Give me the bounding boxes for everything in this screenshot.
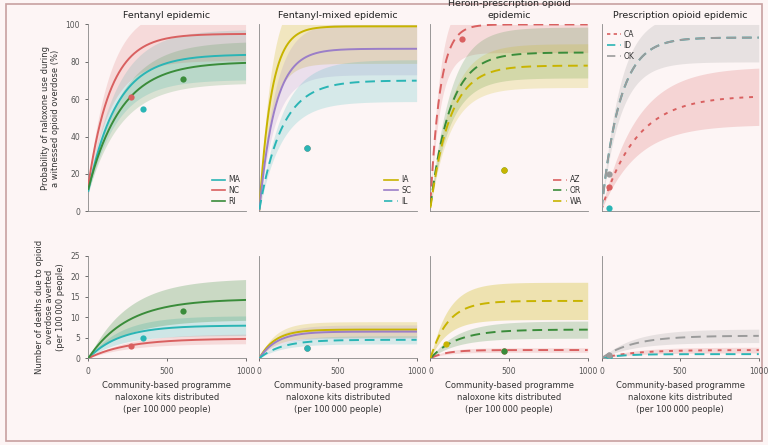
X-axis label: Community-based programme
naloxone kits distributed
(per 100 000 people): Community-based programme naloxone kits …	[102, 381, 231, 414]
Legend: CA, ID, OK: CA, ID, OK	[605, 28, 636, 62]
X-axis label: Community-based programme
naloxone kits distributed
(per 100 000 people): Community-based programme naloxone kits …	[616, 381, 745, 414]
Title: Fentanyl epidemic: Fentanyl epidemic	[124, 11, 210, 20]
Legend: AZ, OR, WA: AZ, OR, WA	[551, 174, 584, 207]
Y-axis label: Number of deaths due to opioid
overdose averted
(per 100 000 people): Number of deaths due to opioid overdose …	[35, 240, 65, 374]
X-axis label: Community-based programme
naloxone kits distributed
(per 100 000 people): Community-based programme naloxone kits …	[273, 381, 402, 414]
Title: Heroin-prescription opioid
epidemic: Heroin-prescription opioid epidemic	[448, 0, 571, 20]
Legend: MA, NC, RI: MA, NC, RI	[210, 174, 242, 207]
Legend: IA, SC, IL: IA, SC, IL	[383, 174, 413, 207]
X-axis label: Community-based programme
naloxone kits distributed
(per 100 000 people): Community-based programme naloxone kits …	[445, 381, 574, 414]
Y-axis label: Probability of naloxone use during
a witnessed opioid overdose (%): Probability of naloxone use during a wit…	[41, 46, 60, 190]
Title: Prescription opioid epidemic: Prescription opioid epidemic	[613, 11, 747, 20]
Title: Fentanyl-mixed epidemic: Fentanyl-mixed epidemic	[278, 11, 398, 20]
